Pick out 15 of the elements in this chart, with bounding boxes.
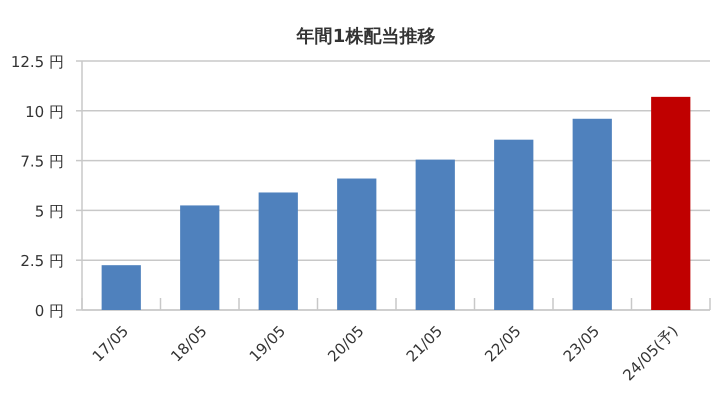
y-tick-label: 12.5 円 (10, 53, 64, 71)
bar (494, 140, 534, 310)
bar (102, 265, 141, 310)
y-tick-label: 2.5 円 (20, 252, 64, 270)
y-tick-label: 10 円 (25, 102, 64, 121)
chart-title: 年間1株配当推移 (296, 26, 436, 47)
bar (337, 178, 376, 310)
y-tick-label: 0 円 (34, 302, 64, 320)
bar (258, 192, 298, 310)
y-tick-label: 7.5 円 (20, 152, 64, 171)
bar (180, 205, 220, 310)
y-tick-label: 5 円 (34, 202, 64, 220)
bar (651, 96, 690, 310)
bar (416, 160, 455, 310)
bar (572, 118, 612, 310)
